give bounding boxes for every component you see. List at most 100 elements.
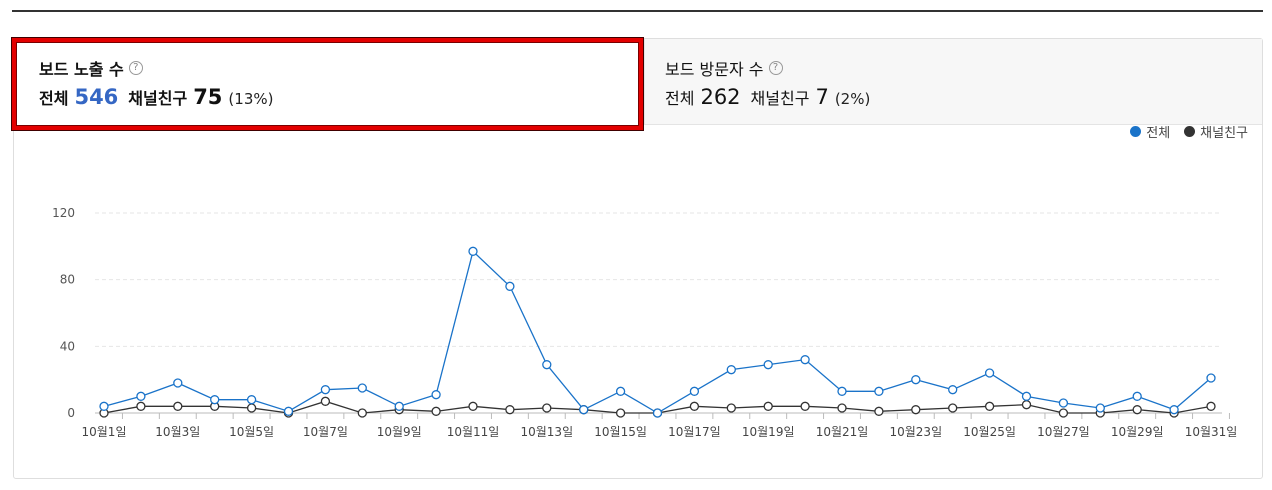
- x-tick-label: 10월11일: [447, 425, 500, 439]
- data-point-total: [579, 405, 589, 415]
- friends-value: 7: [815, 85, 829, 109]
- data-point-friends: [948, 403, 958, 413]
- data-point-total: [1058, 398, 1069, 408]
- data-point-total: [1021, 391, 1032, 401]
- help-icon[interactable]: ?: [768, 61, 783, 75]
- data-point-friends: [320, 396, 331, 406]
- data-point-friends: [763, 401, 773, 411]
- data-point-total: [689, 386, 700, 396]
- data-point-total: [911, 375, 921, 385]
- data-point-total: [652, 408, 663, 418]
- friends-value: 75: [193, 85, 223, 109]
- data-point-friends: [1058, 408, 1069, 418]
- data-point-friends: [246, 403, 257, 413]
- data-point-total: [542, 360, 552, 370]
- data-point-friends: [468, 401, 478, 411]
- y-tick-label: 40: [60, 339, 75, 353]
- data-point-friends: [1132, 405, 1142, 415]
- metric-tabs: 보드 노출 수 ? 전체 546 채널친구 75 (13%) 보드 방문자 수 …: [13, 39, 1262, 126]
- x-tick-label: 10월27일: [1037, 425, 1090, 439]
- tab-stats: 전체 546 채널친구 75 (13%): [39, 85, 273, 109]
- data-point-friends: [837, 403, 847, 413]
- data-point-friends: [1021, 400, 1032, 410]
- chart-legend: 전체 채널친구: [1130, 122, 1248, 141]
- data-point-friends: [542, 403, 552, 413]
- data-point-total: [210, 395, 220, 405]
- data-point-total: [726, 365, 736, 375]
- data-point-friends: [874, 406, 884, 416]
- data-point-friends: [357, 408, 367, 418]
- data-point-total: [984, 368, 995, 378]
- x-tick-label: 10월21일: [816, 425, 869, 439]
- legend-dot-icon: [1184, 126, 1196, 137]
- friends-percent: (13%): [228, 90, 274, 108]
- x-tick-label: 10월9일: [377, 425, 422, 439]
- data-point-total: [1169, 405, 1179, 415]
- legend-item-friends[interactable]: 채널친구: [1184, 122, 1248, 141]
- data-point-friends: [689, 401, 700, 411]
- data-point-friends: [615, 408, 626, 418]
- y-tick-label: 120: [52, 206, 75, 220]
- data-point-total: [763, 360, 773, 370]
- tab-board-visitors[interactable]: 보드 방문자 수 ? 전체 262 채널친구 7 (2%): [644, 39, 1262, 125]
- y-tick-label: 0: [67, 406, 75, 420]
- data-point-total: [468, 246, 478, 256]
- y-tick-label: 80: [60, 273, 75, 287]
- stats-panel: 보드 노출 수 ? 전체 546 채널친구 75 (13%) 보드 방문자 수 …: [13, 38, 1263, 479]
- x-tick-label: 10월31일: [1185, 425, 1238, 439]
- data-point-total: [874, 386, 884, 396]
- data-point-total: [283, 406, 294, 416]
- total-value: 546: [74, 85, 119, 109]
- data-point-total: [394, 401, 404, 411]
- total-value: 262: [700, 85, 741, 109]
- data-point-friends: [1206, 401, 1216, 411]
- legend-item-total[interactable]: 전체: [1130, 122, 1170, 141]
- data-point-friends: [984, 401, 995, 411]
- data-point-friends: [726, 403, 736, 413]
- total-label: 전체: [665, 89, 695, 108]
- data-point-total: [837, 386, 847, 396]
- data-point-total: [948, 385, 958, 395]
- data-point-total: [320, 385, 331, 395]
- x-tick-label: 10월15일: [594, 425, 647, 439]
- friends-label: 채널친구: [750, 89, 810, 108]
- x-tick-label: 10월19일: [742, 425, 795, 439]
- tab-board-impressions[interactable]: 보드 노출 수 ? 전체 546 채널친구 75 (13%): [13, 39, 643, 125]
- data-point-total: [357, 383, 367, 393]
- x-tick-label: 10월17일: [668, 425, 721, 439]
- x-tick-label: 10월13일: [520, 425, 573, 439]
- data-point-total: [1132, 391, 1142, 401]
- legend-dot-icon: [1130, 126, 1142, 137]
- tab-title: 보드 노출 수: [39, 60, 124, 79]
- help-icon[interactable]: ?: [128, 61, 143, 75]
- data-point-friends: [911, 405, 921, 415]
- x-tick-label: 10월3일: [155, 425, 200, 439]
- data-point-total: [99, 401, 109, 411]
- legend-label: 전체: [1146, 126, 1171, 141]
- x-tick-label: 10월23일: [889, 425, 942, 439]
- x-tick-label: 10월7일: [303, 425, 348, 439]
- friends-label: 채널친구: [128, 89, 188, 108]
- x-tick-label: 10월29일: [1111, 425, 1164, 439]
- data-point-friends: [173, 401, 183, 411]
- data-point-friends: [800, 401, 810, 411]
- data-point-total: [136, 391, 146, 401]
- data-point-total: [246, 395, 257, 405]
- top-divider: [12, 10, 1263, 12]
- data-point-total: [1206, 373, 1216, 383]
- data-point-total: [505, 281, 515, 291]
- data-point-total: [1095, 403, 1105, 413]
- data-point-friends: [136, 401, 146, 411]
- data-point-total: [173, 378, 183, 388]
- series-line-total: [103, 250, 1212, 414]
- data-point-total: [615, 386, 626, 396]
- legend-label: 채널친구: [1200, 126, 1248, 141]
- data-point-friends: [431, 406, 441, 416]
- friends-percent: (2%): [834, 90, 871, 108]
- tab-stats: 전체 262 채널친구 7 (2%): [665, 85, 870, 109]
- tab-title: 보드 방문자 수: [665, 60, 764, 79]
- total-label: 전체: [39, 89, 69, 108]
- data-point-total: [431, 390, 441, 400]
- x-tick-label: 10월25일: [963, 425, 1016, 439]
